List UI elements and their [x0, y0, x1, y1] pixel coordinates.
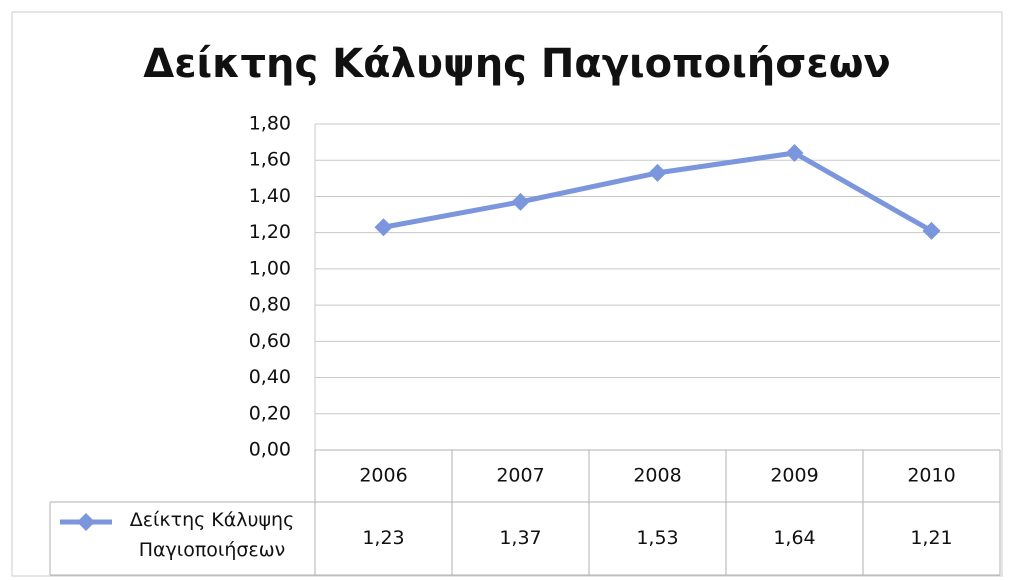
y-tick-label: 0,60 — [249, 330, 291, 352]
y-tick-label: 1,60 — [249, 149, 291, 171]
x-tick-label: 2007 — [496, 465, 544, 487]
data-label: 1,23 — [362, 527, 404, 549]
y-tick-label: 1,40 — [249, 185, 291, 207]
y-tick-label: 0,00 — [249, 439, 291, 461]
data-label: 1,53 — [636, 527, 678, 549]
y-tick-label: 0,80 — [249, 294, 291, 316]
data-label: 1,37 — [499, 527, 541, 549]
y-tick-label: 0,40 — [249, 366, 291, 388]
marker — [922, 221, 941, 240]
chart-title: Δείκτης Κάλυψης Παγιοποιήσεων — [143, 41, 890, 87]
x-tick-label: 2006 — [359, 465, 407, 487]
y-tick-label: 1,20 — [249, 221, 291, 243]
marker — [648, 163, 667, 182]
y-tick-label: 0,20 — [249, 402, 291, 424]
legend-label-box: Δείκτης Κάλυψης Παγιοποιήσεων — [129, 509, 295, 561]
marker — [785, 143, 804, 162]
chart-border — [11, 11, 1003, 577]
x-tick-label: 2010 — [907, 465, 955, 487]
marker — [511, 192, 530, 211]
data-label: 1,21 — [910, 527, 952, 549]
legend-marker — [77, 513, 95, 531]
legend-label: Δείκτης Κάλυψης Παγιοποιήσεων — [129, 509, 295, 561]
marker — [374, 218, 393, 237]
y-tick-label: 1,00 — [249, 257, 291, 279]
x-tick-label: 2009 — [770, 465, 818, 487]
x-tick-label: 2008 — [633, 465, 681, 487]
y-tick-label: 1,80 — [249, 113, 291, 135]
data-label: 1,64 — [773, 527, 815, 549]
